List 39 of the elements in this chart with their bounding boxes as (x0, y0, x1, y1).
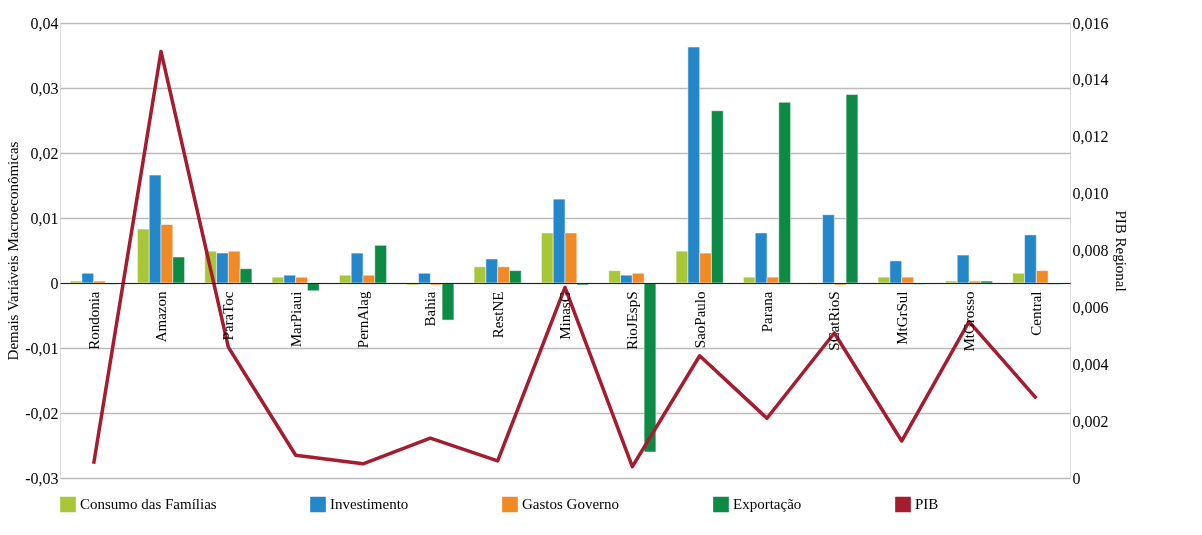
y-tick-label: -0,02 (25, 404, 59, 422)
x-tick-label: RioJEspS (624, 291, 641, 350)
y2-tick-label: 0,010 (1072, 185, 1109, 203)
x-tick-label: RestNE (489, 291, 506, 339)
y2-tick-label: 0 (1072, 469, 1081, 487)
y-tick-label: 0,03 (30, 79, 59, 97)
y2-tick-label: 0,006 (1072, 298, 1109, 316)
legend-label: Exportação (733, 496, 802, 513)
y-axis-title: Demais Variáveis Macroeconômicas (5, 141, 22, 361)
y2-tick-label: 0,016 (1072, 14, 1109, 32)
x-tick-label: Bahia (422, 291, 439, 327)
legend-label: PIB (915, 496, 939, 513)
x-tick-label: Amazon (153, 291, 169, 343)
x-tick-label: SCatRioS (826, 291, 843, 351)
legend-label: Investimento (330, 496, 409, 513)
y2-tick-label: 0,002 (1072, 412, 1109, 430)
y-tick-label: -0,01 (25, 339, 59, 357)
x-tick-label: MarPiaui (287, 291, 304, 348)
x-tick-label: Parana (759, 291, 775, 333)
x-tick-label: Rondonia (85, 291, 102, 350)
y2-tick-label: 0,012 (1072, 128, 1109, 146)
x-tick-label: MtGrosso (961, 291, 977, 352)
y2-tick-label: 0,014 (1072, 71, 1109, 89)
x-tick-label: PernAlag (355, 291, 371, 349)
legend-label: Gastos Governo (522, 496, 620, 513)
y2-tick-label: 0,004 (1072, 355, 1109, 373)
legend-label: Consumo das Famílias (80, 496, 217, 513)
x-tick-label: SaoPaulo (691, 291, 708, 349)
y-tick-label: 0,04 (30, 14, 59, 32)
x-tick-label: MtGrSul (893, 291, 910, 345)
x-tick-label: MinasG (557, 291, 573, 340)
y-tick-label: 0,01 (30, 209, 59, 227)
y-tick-label: -0,03 (25, 469, 59, 487)
y-tick-label: 0,02 (30, 144, 59, 162)
x-tick-label: Central (1028, 291, 1045, 336)
y-tick-label: 0 (50, 274, 59, 292)
y2-tick-label: 0,008 (1072, 242, 1109, 259)
y2-axis-title: PIB Regional (1112, 210, 1129, 292)
x-tick-label: ParaToc (220, 291, 237, 341)
